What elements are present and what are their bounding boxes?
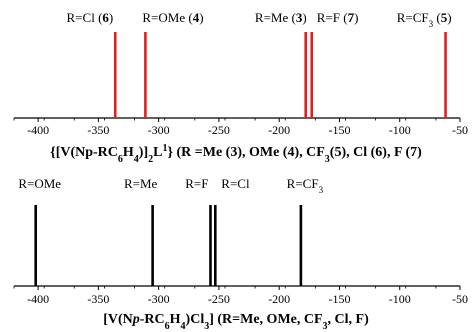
peak-label: R=OMe	[18, 176, 61, 191]
top-spectrum-panel: -400 -350 -300 -250 -200 -150 -100 -50 R=Cl (6) R…	[13, 10, 468, 165]
x-tick-label: -250	[208, 292, 230, 306]
x-tick-label: -50	[452, 292, 468, 306]
peak-label: R=Me (3)	[255, 10, 307, 25]
x-tick-label: -100	[389, 123, 411, 137]
peak-label: R=CF3 (5)	[397, 10, 452, 29]
x-tick-label: -350	[87, 123, 109, 137]
panel-caption: {[V(Np-RC6H4)]2L1} (R =Me (3), OMe (4), …	[50, 143, 422, 165]
x-tick-label: -300	[148, 123, 170, 137]
x-tick-label: -400	[27, 123, 49, 137]
x-tick-label: -250	[208, 123, 230, 137]
x-tick-label: -300	[148, 292, 170, 306]
x-tick-label: -350	[87, 292, 109, 306]
panel-caption: [V(Np-RC6H4)Cl3] (R=Me, OMe, CF3, Cl, F)	[103, 312, 369, 332]
bottom-spectrum-panel: -400 -350 -300 -250 -200 -150 -100 -50 R=OMe R=Me…	[13, 176, 468, 332]
x-tick-label: -200	[268, 123, 290, 137]
x-tick-label: -200	[268, 292, 290, 306]
peak-label: R=Cl (6)	[67, 10, 114, 25]
x-tick-label: -150	[328, 123, 350, 137]
x-tick-label: -50	[452, 123, 468, 137]
peak-label: R=F (7)	[317, 10, 359, 25]
peak-label: R=CF3	[287, 176, 324, 195]
peak-label: R=Me	[124, 176, 158, 191]
x-tick-label: -400	[27, 292, 49, 306]
peak-label: R=OMe (4)	[142, 10, 203, 25]
x-tick-label: -100	[389, 292, 411, 306]
peak-label: R=Cl	[221, 176, 250, 191]
x-tick-label: -150	[328, 292, 350, 306]
peak-label: R=F	[185, 176, 208, 191]
